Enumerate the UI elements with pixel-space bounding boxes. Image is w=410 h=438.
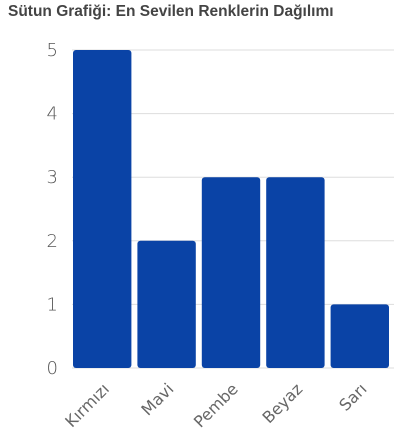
chart-title: Sütun Grafiği: En Sevilen Renklerin Dağı… — [8, 3, 334, 20]
x-tick-label: Beyaz — [258, 379, 306, 427]
y-tick-label: 0 — [47, 358, 58, 379]
y-tick-label: 2 — [47, 231, 58, 252]
bar-4 — [266, 177, 325, 368]
bar-2 — [137, 240, 196, 368]
bar-1 — [73, 50, 132, 368]
x-tick-label: Sarı — [335, 379, 370, 414]
bar-3 — [201, 177, 261, 368]
y-axis-ticks: 0 1 2 3 4 5 — [47, 40, 58, 379]
y-tick-label: 5 — [47, 40, 58, 61]
y-tick-label: 3 — [47, 167, 58, 188]
x-axis-ticks: Kırmızı Mavi Pembe Beyaz Sarı — [61, 379, 370, 431]
bar-5 — [330, 304, 389, 368]
x-tick-label: Mavi — [137, 379, 177, 419]
y-tick-label: 4 — [47, 104, 58, 125]
y-tick-label: 1 — [47, 294, 58, 315]
bars — [73, 50, 389, 368]
x-tick-label: Kırmızı — [61, 379, 113, 431]
x-tick-label: Pembe — [190, 379, 242, 431]
